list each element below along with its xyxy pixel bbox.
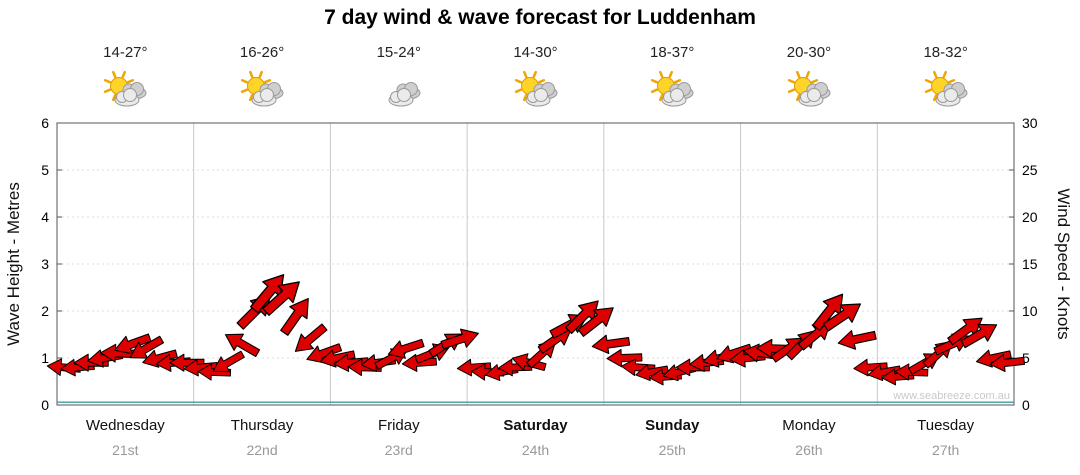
weather-icon-wrap [60, 68, 190, 118]
day-date-label: 25th [658, 442, 686, 458]
wind-arrow [577, 307, 614, 337]
weather-icon-wrap [607, 68, 737, 118]
wind-arrow-shape [822, 303, 862, 332]
wind-arrow [262, 281, 300, 316]
day-date-label: 21st [112, 442, 139, 458]
wind-arrow-shape [591, 334, 631, 355]
weather-icon-wrap [744, 68, 874, 118]
left-tick-label: 4 [41, 209, 49, 225]
day-temperature: 18-37° [650, 44, 695, 61]
weather-icon-wrap [197, 68, 327, 118]
sun-cloud-icon [651, 70, 694, 107]
day-temperature: 20-30° [786, 44, 832, 61]
wind-arrow [100, 343, 137, 363]
right-tick-label: 30 [1022, 115, 1038, 131]
wind-arrow-shape [635, 364, 669, 382]
wind-arrow [606, 348, 643, 368]
right-tick-label: 20 [1022, 209, 1038, 225]
wind-arrow-shape [867, 364, 902, 382]
right-tick-label: 15 [1022, 256, 1038, 272]
wind-arrow-shape [960, 323, 998, 349]
day-date-label: 22nd [246, 442, 278, 458]
day-date-label: 23rd [384, 442, 413, 458]
wind-arrow-shape [440, 328, 479, 350]
weather-icon-wrap [334, 68, 464, 118]
wind-arrow [212, 350, 245, 373]
wind-arrow [837, 330, 877, 350]
wind-arrow [591, 334, 631, 355]
day-name-label: Monday [782, 417, 836, 434]
sun-cloud-icon [240, 70, 284, 107]
day-name-label: Wednesday [85, 417, 165, 434]
right-tick-label: 10 [1022, 303, 1038, 319]
day-name-label: Friday [377, 417, 420, 434]
wind-arrow-shape [212, 350, 245, 373]
wind-arrow [822, 303, 862, 332]
day-temperature: 15-24° [376, 44, 421, 61]
wind-arrow [989, 354, 1025, 372]
wind-arrow-shape [129, 335, 165, 359]
wind-arrow-shape [989, 354, 1025, 372]
sun-cloud-icon [787, 70, 831, 107]
wind-arrow [867, 364, 902, 382]
wind-arrow [114, 333, 152, 355]
wind-arrow-shape [114, 333, 152, 355]
day-date-label: 26th [795, 442, 823, 458]
day-name-label: Saturday [503, 417, 568, 434]
weather-icon-wrap [881, 68, 1011, 118]
wind-arrow-shape [306, 343, 343, 364]
wind-arrow [853, 358, 888, 377]
page-title: 7 day wind & wave forecast for Luddenham [324, 6, 756, 29]
wind-arrow-shape [577, 307, 614, 337]
day-name-label: Thursday [230, 417, 294, 434]
left-tick-label: 1 [41, 350, 49, 366]
wind-arrow [224, 333, 261, 358]
sun-cloud-icon [924, 70, 968, 107]
wind-arrow [635, 364, 669, 382]
wind-arrow [294, 323, 328, 352]
weather-icon-wrap [471, 68, 601, 118]
day-date-label: 27th [932, 442, 960, 458]
wind-arrow-shape [837, 330, 877, 350]
day-name-label: Tuesday [917, 417, 975, 434]
wind-arrow [440, 328, 479, 350]
day-name-label: Sunday [645, 417, 700, 434]
right-tick-label: 25 [1022, 162, 1038, 178]
left-tick-label: 2 [41, 303, 49, 319]
cloudy-icon [388, 82, 421, 107]
wind-arrow [947, 317, 983, 346]
wind-arrow [960, 323, 998, 349]
sun-cloud-icon [514, 70, 557, 107]
left-tick-label: 6 [41, 115, 49, 131]
wind-arrow-shape [280, 297, 309, 336]
wind-arrow-shape [169, 353, 205, 372]
wind-arrow-shape [606, 348, 643, 368]
day-temperature: 16-26° [239, 44, 285, 61]
wind-arrow [169, 353, 205, 372]
wind-arrow-shape [947, 317, 983, 346]
wind-arrow [387, 338, 425, 359]
wind-arrow-shape [294, 323, 328, 352]
day-temperature: 14-30° [513, 44, 558, 61]
day-temperature: 18-32° [923, 44, 968, 61]
left-tick-label: 5 [41, 162, 49, 178]
left-tick-label: 3 [41, 256, 49, 272]
left-tick-label: 0 [41, 397, 49, 413]
day-date-label: 24th [521, 442, 550, 458]
wind-arrow-shape [100, 343, 137, 363]
right-tick-label: 0 [1022, 397, 1030, 413]
sun-cloud-icon [104, 70, 147, 107]
wind-arrow [129, 335, 165, 359]
wind-arrow-shape [853, 358, 888, 377]
wind-arrow [280, 297, 309, 336]
wind-arrow [306, 343, 343, 364]
watermark: www.seabreeze.com.au [893, 390, 1010, 402]
day-temperature: 14-27° [103, 44, 148, 61]
wind-arrow-shape [262, 281, 300, 316]
wind-arrow-shape [387, 338, 425, 359]
right-tick-label: 5 [1022, 350, 1030, 366]
wind-arrow-shape [224, 333, 261, 358]
